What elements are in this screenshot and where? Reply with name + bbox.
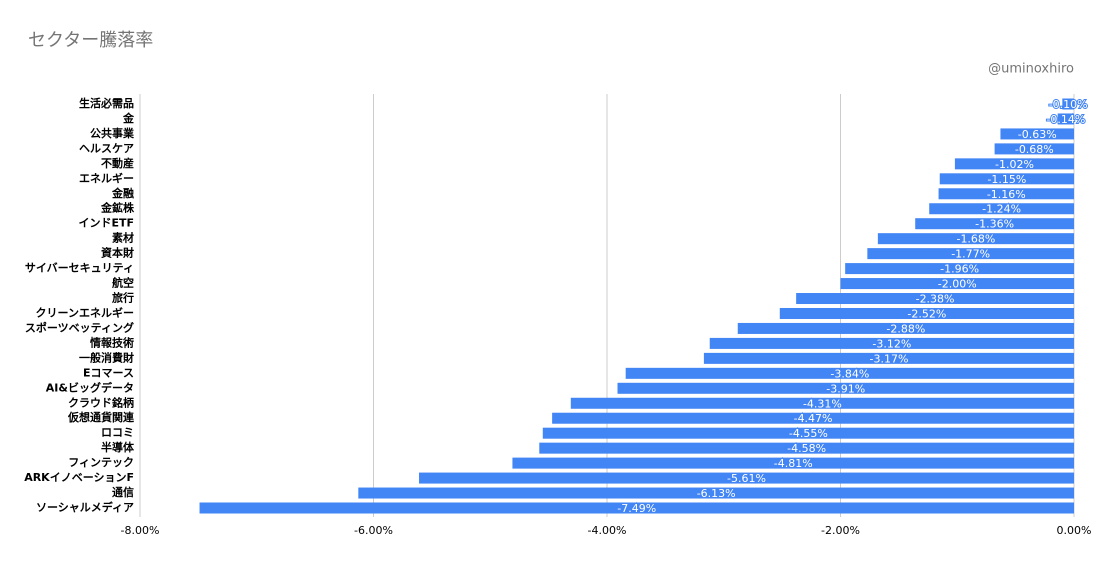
- value-label: -4.58%: [787, 442, 826, 455]
- value-label: -0.10%: [1049, 98, 1088, 111]
- value-label: -3.17%: [869, 352, 908, 365]
- y-tick-label: 不動産: [101, 156, 134, 170]
- y-tick-label: フィンテック: [68, 456, 134, 469]
- bar: [542, 427, 1074, 439]
- x-tick-label: 0.00%: [1057, 524, 1092, 537]
- y-tick-label: 資本財: [101, 246, 134, 260]
- y-tick-label: ソーシャルメディア: [36, 500, 134, 514]
- value-label: -2.52%: [907, 307, 946, 320]
- bar: [709, 337, 1074, 349]
- bar: [845, 263, 1074, 275]
- bar: [539, 442, 1074, 454]
- y-tick-label: クリーンエネルギー: [36, 305, 134, 319]
- value-label: -1.15%: [987, 173, 1026, 186]
- bar: [939, 173, 1074, 185]
- value-label: -0.14%: [1046, 113, 1085, 126]
- y-tick-label: 金融: [111, 186, 134, 200]
- bar: [625, 367, 1074, 379]
- bar: [796, 293, 1074, 305]
- bar: [779, 307, 1074, 319]
- watermark: @uminoxhiro: [988, 62, 1074, 77]
- y-tick-label: ヘルスケア: [79, 142, 134, 155]
- value-label: -1.77%: [951, 248, 990, 261]
- y-tick-label: 金鉱株: [100, 201, 135, 215]
- bar: [915, 218, 1074, 230]
- bar: [840, 278, 1074, 290]
- bar: [877, 233, 1074, 245]
- bar: [199, 502, 1075, 514]
- bar: [703, 352, 1074, 364]
- y-tick-label: 半導体: [101, 440, 135, 454]
- value-label: -3.84%: [830, 367, 869, 380]
- bar: [938, 188, 1074, 200]
- value-label: -5.61%: [727, 472, 766, 485]
- x-tick-label: -8.00%: [121, 524, 160, 537]
- y-tick-label: 仮想通貨関連: [67, 410, 135, 424]
- value-label: -1.24%: [982, 203, 1021, 216]
- bar: [867, 248, 1074, 260]
- y-tick-label: スポーツベッティング: [25, 320, 134, 334]
- y-tick-label: ロコミ: [101, 426, 134, 439]
- y-tick-label: 金: [122, 111, 135, 125]
- y-tick-label: 公共事業: [90, 126, 135, 140]
- value-label: -1.36%: [975, 218, 1014, 231]
- y-tick-label: クラウド銘柄: [68, 395, 134, 409]
- value-label: -3.91%: [826, 382, 865, 395]
- y-tick-label: サイバーセキュリティ: [25, 262, 134, 275]
- bar: [570, 397, 1074, 409]
- bar: [617, 382, 1074, 394]
- bar: [512, 457, 1074, 469]
- x-tick-label: -4.00%: [588, 524, 627, 537]
- x-tick-label: -6.00%: [354, 524, 393, 537]
- value-label: -1.02%: [995, 158, 1034, 171]
- value-label: -7.49%: [617, 502, 656, 515]
- value-label: -0.68%: [1015, 143, 1054, 156]
- bar: [994, 143, 1074, 155]
- value-label: -2.88%: [886, 322, 925, 335]
- bar: [1000, 128, 1074, 140]
- value-label: -4.81%: [774, 457, 813, 470]
- value-label: -2.00%: [938, 278, 977, 291]
- value-label: -4.47%: [794, 412, 833, 425]
- bar: [1057, 113, 1074, 125]
- y-tick-label: 旅行: [112, 291, 134, 305]
- bar: [737, 322, 1074, 334]
- y-tick-label: 通信: [112, 485, 134, 499]
- y-tick-label: AI&ビッグデータ: [46, 380, 134, 394]
- bar: [358, 487, 1074, 499]
- value-label: -1.16%: [987, 188, 1026, 201]
- value-label: -4.31%: [803, 397, 842, 410]
- value-label: -6.13%: [697, 487, 736, 500]
- value-label: -3.12%: [872, 337, 911, 350]
- y-tick-label: Eコマース: [83, 366, 134, 379]
- value-label: -2.38%: [916, 293, 955, 306]
- chart-title: セクター騰落率: [28, 30, 153, 51]
- y-tick-label: エネルギー: [79, 171, 134, 185]
- value-label: -4.55%: [789, 427, 828, 440]
- x-tick-label: -2.00%: [821, 524, 860, 537]
- bar: [419, 472, 1075, 484]
- y-tick-label: 一般消費財: [79, 350, 134, 364]
- y-tick-label: 航空: [112, 276, 134, 290]
- value-label: -0.63%: [1018, 128, 1057, 141]
- y-tick-label: 素材: [112, 231, 134, 245]
- y-tick-label: ARKイノベーションF: [24, 471, 134, 484]
- value-label: -1.96%: [940, 263, 979, 276]
- y-tick-label: 情報技術: [90, 335, 134, 349]
- bar: [1062, 98, 1074, 110]
- y-tick-label: インドETF: [78, 217, 134, 230]
- bar: [929, 203, 1074, 215]
- value-label: -1.68%: [956, 233, 995, 246]
- y-tick-label: 生活必需品: [79, 96, 134, 110]
- bar: [552, 412, 1074, 424]
- bar: [954, 158, 1074, 170]
